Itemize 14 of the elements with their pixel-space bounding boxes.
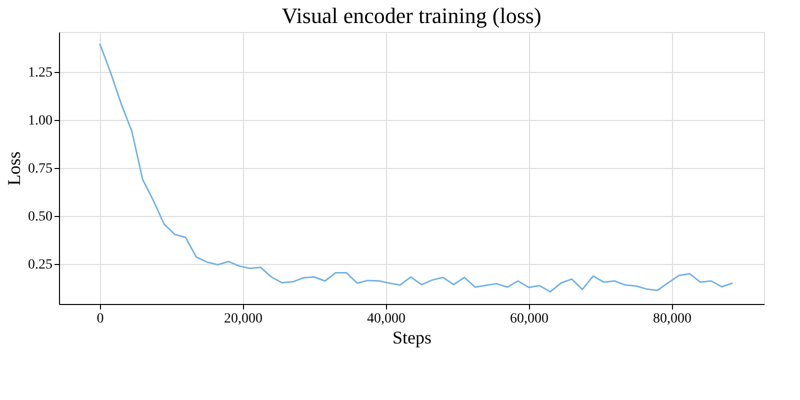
x-tick-label: 60,000 xyxy=(510,312,549,326)
x-tick-label: 0 xyxy=(96,312,104,326)
line-series xyxy=(99,42,734,292)
y-tick-label: 0.25 xyxy=(28,257,52,272)
y-axis-title: Loss xyxy=(4,151,24,186)
x-tick-label: 40,000 xyxy=(367,312,406,326)
x-axis-title: Steps xyxy=(392,328,432,348)
chart-title: Visual encoder training (loss) xyxy=(282,3,542,28)
x-tick-label: 80,000 xyxy=(653,312,692,326)
y-tick-label: 1.25 xyxy=(28,66,52,81)
y-tick-label: 1.00 xyxy=(28,114,52,129)
x-tick-label: 20,000 xyxy=(224,312,263,326)
y-tick-label: 0.75 xyxy=(28,162,52,176)
y-tick-label: 0.50 xyxy=(28,209,52,224)
